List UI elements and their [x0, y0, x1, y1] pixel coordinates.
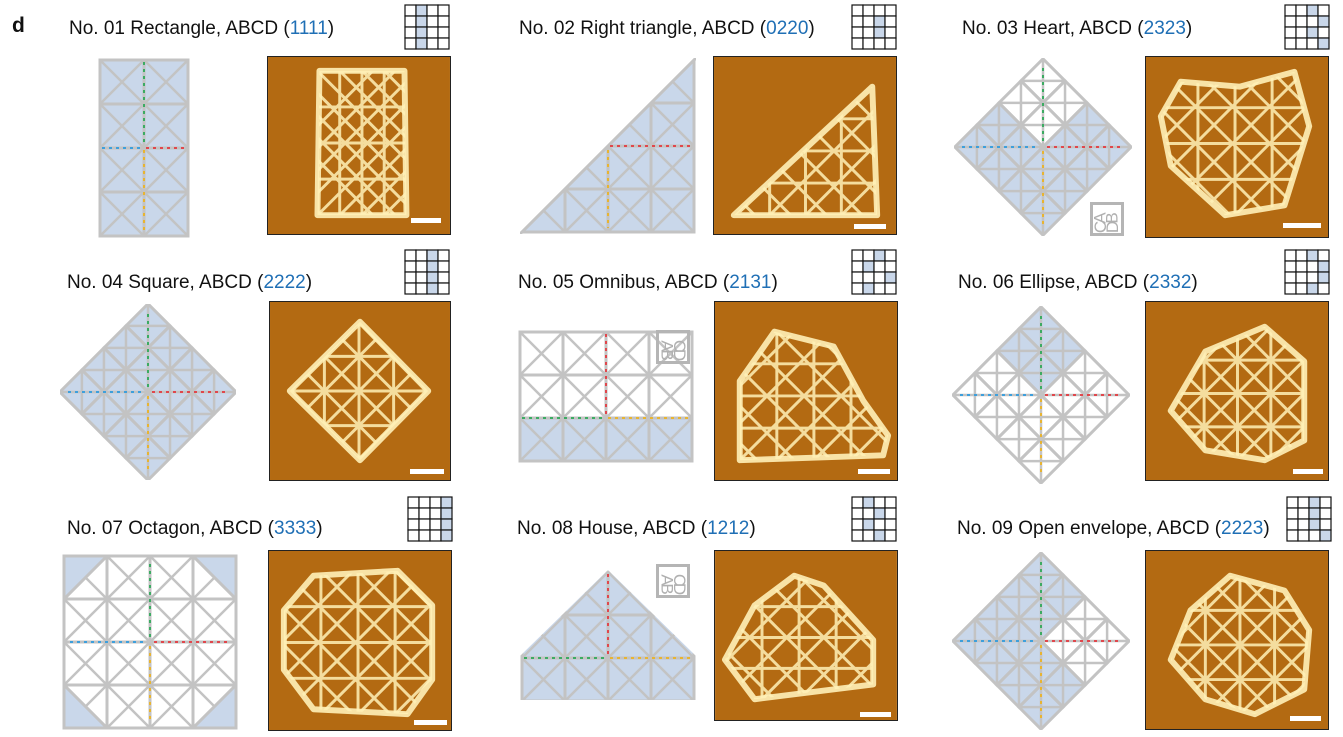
shape-title-08: No. 08 House, ABCD (1212): [517, 518, 756, 539]
shape-code-09: 2223: [1221, 518, 1264, 539]
code-key-grid-05: [851, 249, 897, 295]
scale-bar: [1290, 716, 1321, 721]
scale-bar: [411, 218, 441, 223]
afm-image-open-envelope: [1145, 550, 1329, 730]
code-key-grid-06: [1284, 249, 1330, 295]
shape-title-07: No. 07 Octagon, ABCD (3333): [67, 518, 323, 539]
shape-code-06: 2332: [1149, 272, 1192, 293]
tile-diagram-rectangle: [98, 58, 190, 238]
shape-title-02: No. 02 Right triangle, ABCD (0220): [519, 18, 815, 39]
shape-code-04: 2222: [263, 272, 306, 293]
afm-image-omnibus: [714, 301, 898, 481]
tile-diagram-square: [60, 304, 236, 480]
shape-code-03: 2323: [1143, 18, 1186, 39]
scale-bar: [1293, 469, 1323, 474]
tile-diagram-ellipse: [952, 306, 1130, 484]
panel-letter: d: [12, 14, 25, 37]
afm-image-ellipse: [1145, 301, 1329, 481]
shape-title-03: No. 03 Heart, ABCD (2323): [962, 18, 1193, 39]
scale-bar: [1283, 223, 1321, 228]
afm-image-heart: [1145, 56, 1329, 238]
code-key-grid-03: [1284, 4, 1330, 50]
afm-image-square: [269, 301, 451, 481]
shape-code-07: 3333: [274, 518, 317, 539]
code-key-grid-01: [404, 4, 450, 50]
shape-title-09: No. 09 Open envelope, ABCD (2223): [957, 518, 1270, 539]
tile-diagram-open-envelope: [952, 552, 1130, 730]
scale-bar: [860, 712, 891, 717]
shape-title-05: No. 05 Omnibus, ABCD (2131): [518, 272, 778, 293]
code-key-grid-08: [851, 496, 897, 542]
shape-code-01: 1111: [289, 18, 328, 39]
scale-bar: [414, 720, 447, 725]
code-key-grid-09: [1286, 496, 1332, 542]
afm-image-rectangle: [267, 56, 451, 235]
scale-bar: [410, 469, 444, 474]
tile-diagram-heart: [954, 58, 1132, 236]
code-key-grid-02: [851, 4, 897, 50]
tile-diagram-right-triangle: [520, 58, 696, 234]
tile-diagram-octagon: [62, 554, 238, 730]
afm-lattice: [1167, 572, 1313, 718]
shape-title-06: No. 06 Ellipse, ABCD (2332): [958, 272, 1198, 293]
code-key-grid-04: [404, 249, 450, 295]
tile-diagram-house: [520, 570, 696, 700]
scale-bar: [858, 469, 890, 474]
shape-code-02: 0220: [766, 18, 809, 39]
afm-lattice: [721, 572, 877, 703]
shape-title-01: No. 01 Rectangle, ABCD (1111): [69, 18, 335, 39]
afm-image-octagon: [268, 550, 452, 731]
code-key-grid-07: [407, 496, 453, 542]
scale-bar: [854, 224, 886, 229]
afm-image-right-triangle: [713, 56, 897, 235]
shape-title-04: No. 04 Square, ABCD (2222): [67, 272, 313, 293]
shape-code-08: 1212: [707, 518, 750, 539]
shape-code-05: 2131: [729, 272, 772, 293]
afm-lattice: [1157, 68, 1313, 219]
tile-diagram-omnibus: [518, 330, 694, 463]
afm-image-house: [714, 550, 898, 721]
